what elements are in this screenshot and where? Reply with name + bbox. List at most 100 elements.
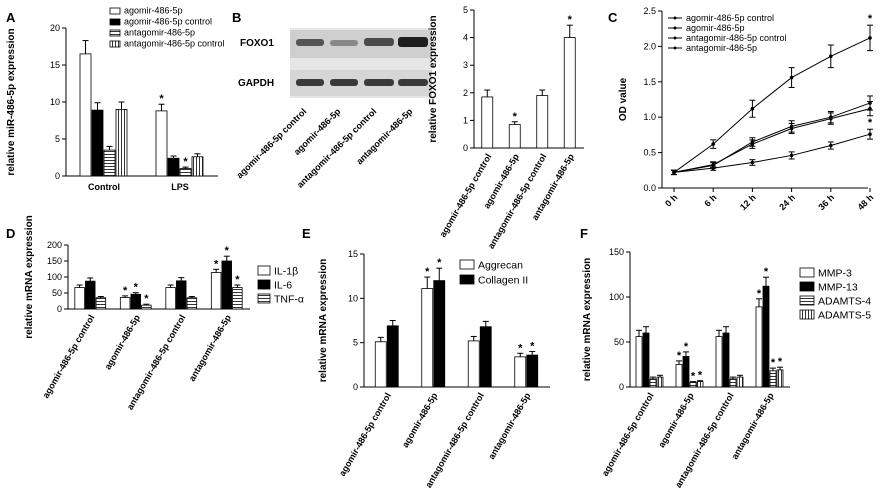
x-tick-label: antagomir-486-5p — [486, 391, 532, 461]
bar — [776, 369, 784, 388]
bar — [689, 382, 697, 388]
bar — [508, 124, 521, 149]
significance-marker: * — [764, 266, 769, 278]
bar — [421, 288, 434, 388]
x-tick-label: agomir-486-5p — [400, 391, 440, 450]
significance-marker: * — [183, 156, 188, 168]
y-tick-label: 100 — [609, 292, 624, 302]
y-tick-label: 15 — [348, 249, 358, 259]
y-tick-label: 2 — [463, 88, 468, 98]
x-tick-label: 24 h — [777, 192, 797, 212]
bar — [179, 168, 192, 177]
legend-marker — [673, 16, 677, 20]
bar — [563, 37, 576, 149]
significance-marker: * — [771, 357, 776, 369]
bar — [715, 336, 723, 388]
legend-label: Collagen II — [478, 275, 528, 287]
bar — [656, 376, 664, 388]
significance-marker: * — [677, 350, 682, 362]
panel-label-c: C — [608, 10, 618, 25]
legend-label: MMP-13 — [818, 282, 858, 294]
significance-marker: * — [684, 341, 689, 353]
y-tick-label: 0 — [463, 143, 468, 153]
y-tick-label: 0 — [57, 304, 62, 314]
blot-label-foxo1: FOXO1 — [240, 38, 274, 49]
x-tick-label: agomir-486-5p control — [41, 313, 97, 400]
bar — [433, 280, 446, 388]
bar — [91, 109, 104, 177]
x-tick-label: agomir-486-5p — [103, 313, 143, 372]
bar — [762, 285, 770, 388]
y-tick-label: 5 — [463, 5, 468, 15]
legend-label: agomir-486-5p — [686, 23, 745, 33]
y-tick-label: 5 — [55, 134, 60, 144]
bar — [696, 381, 704, 388]
significance-marker: * — [568, 14, 573, 26]
x-tick-label: agomir-486-5p — [656, 391, 696, 450]
x-tick-label: agomir-486-5p control — [600, 391, 656, 478]
y-tick-label: 10 — [50, 97, 60, 107]
significance-marker: * — [425, 266, 430, 278]
legend-marker — [673, 46, 677, 50]
legend-label: antagomir-486-5p control — [124, 39, 225, 49]
bar — [130, 293, 141, 310]
legend-label: IL-6 — [274, 280, 292, 292]
bar — [481, 96, 494, 149]
x-tick-label: antagomir-486-5p — [187, 313, 233, 383]
legend-label: antagomir-486-5p — [124, 28, 195, 38]
bar — [722, 332, 730, 388]
panel-label-f: F — [580, 226, 588, 241]
y-axis-label: relative mRNA expression — [318, 259, 329, 383]
bar — [649, 378, 657, 388]
significance-marker: * — [123, 285, 128, 297]
legend-swatch — [799, 309, 815, 320]
y-tick-label: 100 — [47, 272, 62, 282]
panel-label-e: E — [302, 226, 311, 241]
x-tick-label: 6 h — [702, 192, 718, 208]
panel-label-b: B — [232, 10, 241, 25]
legend-swatch — [799, 295, 815, 306]
significance-marker: * — [214, 258, 219, 270]
legend-swatch — [257, 293, 271, 304]
legend-swatch — [257, 265, 271, 276]
y-tick-label: 1.0 — [643, 112, 656, 122]
significance-marker: * — [235, 274, 240, 286]
x-tick-label: 0 h — [663, 192, 679, 208]
legend-label: Aggrecan — [478, 260, 523, 272]
bar — [176, 280, 187, 310]
bar — [682, 355, 690, 388]
y-axis-label: relative mRNA expression — [582, 258, 593, 382]
legend-label: agomir-486-5p — [124, 6, 183, 16]
y-tick-label: 2.0 — [643, 41, 656, 51]
bar — [74, 287, 85, 310]
bar — [642, 332, 650, 388]
y-tick-label: 50 — [52, 288, 62, 298]
legend-marker — [673, 26, 677, 30]
bar — [115, 109, 128, 177]
bar — [221, 260, 232, 310]
x-tick-label: 36 h — [816, 192, 836, 212]
bar — [95, 297, 107, 310]
y-tick-label: 3 — [463, 60, 468, 70]
bar — [232, 287, 243, 310]
x-tick-label: 48 h — [856, 192, 876, 212]
bar — [736, 376, 744, 388]
y-axis-label: relative miR-486-5p expression — [6, 28, 17, 175]
y-tick-label: 0 — [353, 382, 358, 392]
bar — [79, 53, 92, 177]
legend-swatch — [799, 281, 815, 292]
bar — [210, 272, 222, 310]
x-tick-label: 12 h — [738, 192, 758, 212]
legend-label: agomir-486-5p control — [124, 17, 212, 27]
y-tick-label: 0.0 — [643, 183, 656, 193]
legend-label: agomir-486-5p control — [686, 13, 774, 23]
series-line — [673, 102, 871, 173]
bar — [119, 297, 131, 310]
y-tick-label: 150 — [47, 256, 62, 266]
bar — [186, 297, 198, 310]
significance-marker: * — [868, 117, 873, 129]
legend-label: IL-1β — [274, 266, 298, 278]
significance-marker: * — [698, 370, 703, 382]
y-tick-label: 0 — [55, 171, 60, 181]
significance-marker: * — [778, 356, 783, 368]
